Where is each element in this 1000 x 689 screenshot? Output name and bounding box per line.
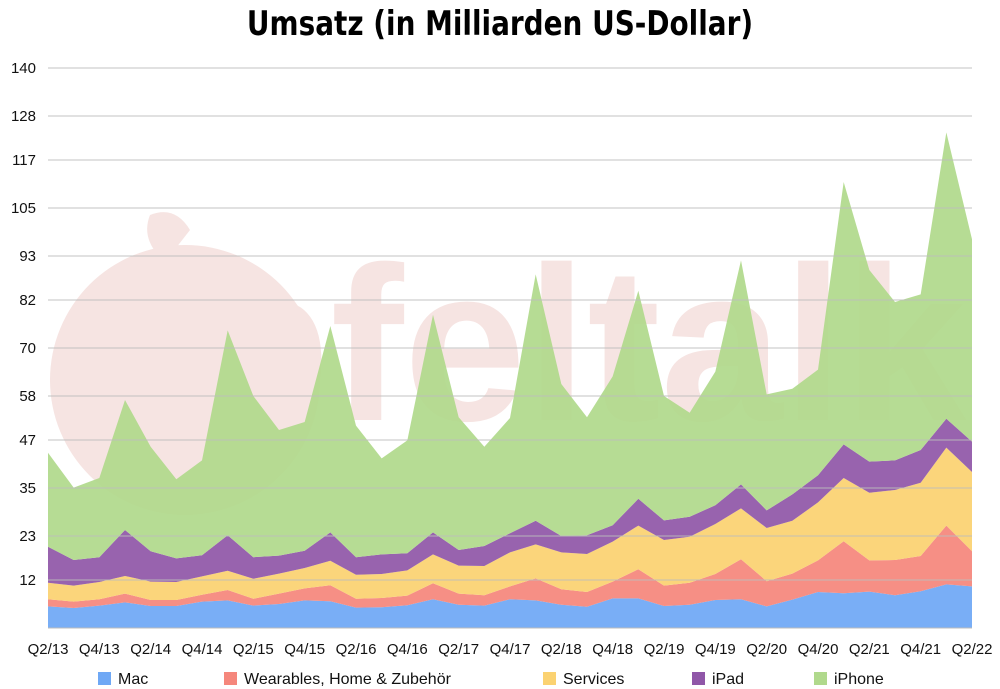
legend: Mac Wearables, Home & Zubehör Services iPad… <box>98 671 884 688</box>
area-services <box>48 447 972 602</box>
y-tick-label: 47 <box>19 432 36 449</box>
x-tick-label: Q4/19 <box>695 641 736 658</box>
y-tick-label: 58 <box>19 388 36 405</box>
x-tick-label: Q4/17 <box>490 641 531 658</box>
area-iphone <box>48 132 972 560</box>
legend-swatch-services <box>543 672 556 685</box>
x-tick-label: Q2/17 <box>438 641 479 658</box>
gridlines <box>48 67 972 629</box>
legend-swatch-mac <box>98 672 111 685</box>
legend-swatch-ipad <box>692 672 705 685</box>
x-tick-label: Q4/20 <box>798 641 839 658</box>
y-axis-ticks: 12 23 35 47 58 70 82 93 105 117 128 140 <box>11 60 36 589</box>
x-tick-label: Q2/19 <box>644 641 685 658</box>
x-tick-label: Q2/20 <box>746 641 787 658</box>
x-tick-label: Q2/22 <box>952 641 993 658</box>
area-wearables-home-zubeh-r <box>48 525 972 608</box>
legend-label-mac: Mac <box>118 671 148 688</box>
x-tick-label: Q2/13 <box>28 641 69 658</box>
y-tick-label: 93 <box>19 248 36 265</box>
legend-label-iphone: iPhone <box>834 671 884 688</box>
legend-swatch-wearables-home-zubeh-r <box>224 672 237 685</box>
legend-label-wearables-home-zubeh-r: Wearables, Home & Zubehör <box>244 671 452 688</box>
x-axis-ticks: Q2/13 Q4/13 Q2/14 Q4/14 Q2/15 Q4/15 Q2/16 Q4/16… <box>28 641 993 658</box>
watermark-apple-leaf <box>147 212 190 262</box>
x-tick-label: Q4/16 <box>387 641 428 658</box>
x-tick-label: Q2/15 <box>233 641 274 658</box>
x-tick-label: Q4/13 <box>79 641 120 658</box>
y-tick-label: 140 <box>11 60 36 77</box>
y-tick-label: 12 <box>19 572 36 589</box>
legend-label-services: Services <box>563 671 624 688</box>
y-tick-label: 35 <box>19 480 36 497</box>
x-tick-label: Q4/18 <box>592 641 633 658</box>
chart-title: Umsatz (in Milliarden US-Dollar) <box>246 4 754 44</box>
area-ipad <box>48 418 972 586</box>
y-tick-label: 23 <box>19 528 36 545</box>
legend-swatch-iphone <box>814 672 827 685</box>
area-series-group <box>48 132 972 628</box>
y-tick-label: 70 <box>19 340 36 357</box>
x-tick-label: Q4/15 <box>284 641 325 658</box>
y-tick-label: 105 <box>11 200 36 217</box>
area-mac <box>48 584 972 628</box>
x-tick-label: Q2/18 <box>541 641 582 658</box>
x-tick-label: Q2/14 <box>130 641 171 658</box>
x-tick-label: Q4/14 <box>182 641 223 658</box>
legend-label-ipad: iPad <box>712 671 744 688</box>
x-tick-label: Q2/21 <box>849 641 890 658</box>
y-tick-label: 82 <box>19 292 36 309</box>
x-tick-label: Q4/21 <box>900 641 941 658</box>
x-tick-label: Q2/16 <box>336 641 377 658</box>
y-tick-label: 117 <box>12 152 36 169</box>
y-tick-label: 128 <box>11 108 36 125</box>
